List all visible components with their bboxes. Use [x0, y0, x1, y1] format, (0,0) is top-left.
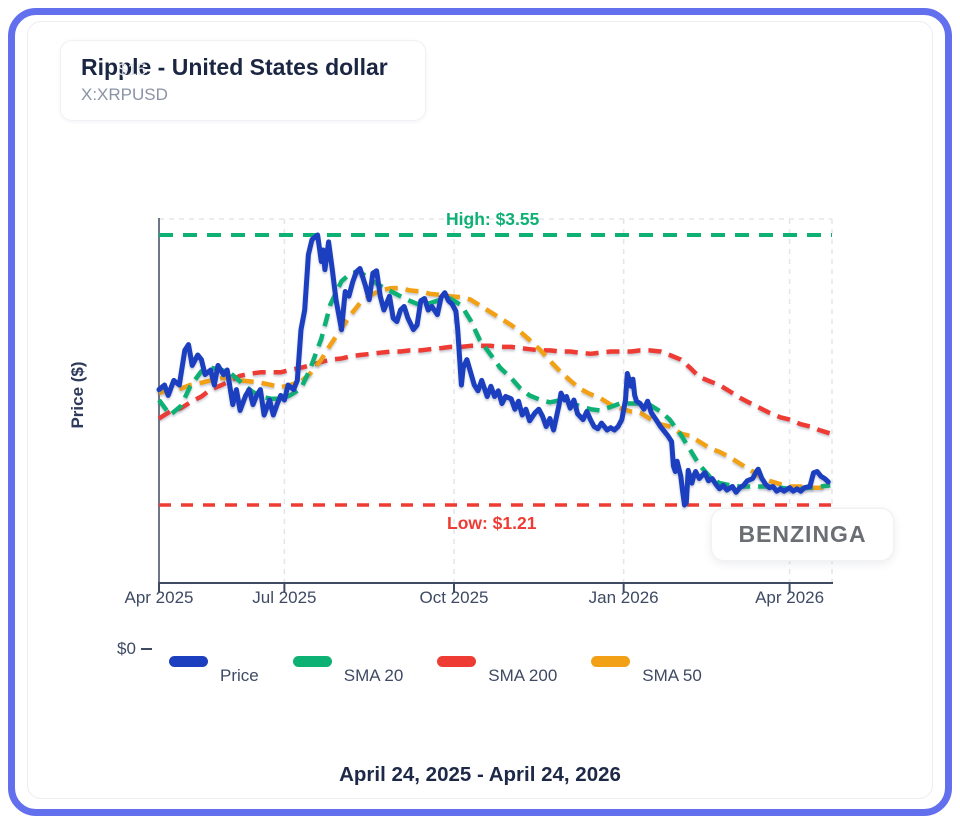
legend-label: SMA 200: [488, 666, 558, 685]
legend-label: SMA 50: [642, 666, 702, 685]
y-axis-zero-label: $0: [117, 639, 136, 658]
legend-swatch: [437, 656, 477, 667]
page-title: Ripple - United States dollar: [81, 54, 388, 80]
legend-label: Price: [220, 666, 259, 685]
x-tick-label: Apr 2026: [755, 588, 825, 607]
chart-legend: Price SMA 20 SMA 200 SMA 50: [169, 656, 702, 684]
legend-item-sma-20: SMA 20: [292, 656, 404, 685]
sma20-line: [157, 269, 831, 492]
x-tick-label: Oct 2025: [419, 588, 489, 607]
y-axis-zero-tick: $0: [117, 639, 152, 659]
y-axis-top-label: $15: [118, 60, 147, 79]
benzinga-watermark: BENZINGA: [712, 509, 893, 560]
sma50-line: [158, 285, 831, 490]
legend-item-sma-50: SMA 50: [591, 656, 702, 684]
date-range: April 24, 2025 - April 24, 2026: [339, 763, 621, 786]
legend-swatch: [591, 656, 631, 667]
legend-label: SMA 20: [343, 666, 404, 685]
legend-item-price: Price: [169, 656, 259, 684]
x-tick-label: Jan 2026: [588, 588, 659, 607]
legend-item-sma-200: SMA 200: [437, 656, 557, 684]
ticker-symbol: X:XRPUSD: [81, 84, 168, 104]
x-tick-label: Apr 2025: [124, 588, 194, 607]
title-card: Ripple - United States dollar X:XRPUSD: [60, 40, 426, 121]
low-annotation: Low: $1.21: [447, 513, 537, 533]
legend-swatch: [169, 656, 208, 667]
price-line: [156, 232, 831, 508]
legend-swatch: [292, 656, 332, 667]
x-tick-label: Jul 2025: [252, 588, 317, 607]
y-axis-zero-tick-mark: [140, 648, 152, 650]
high-annotation: High: $3.55: [446, 209, 540, 229]
